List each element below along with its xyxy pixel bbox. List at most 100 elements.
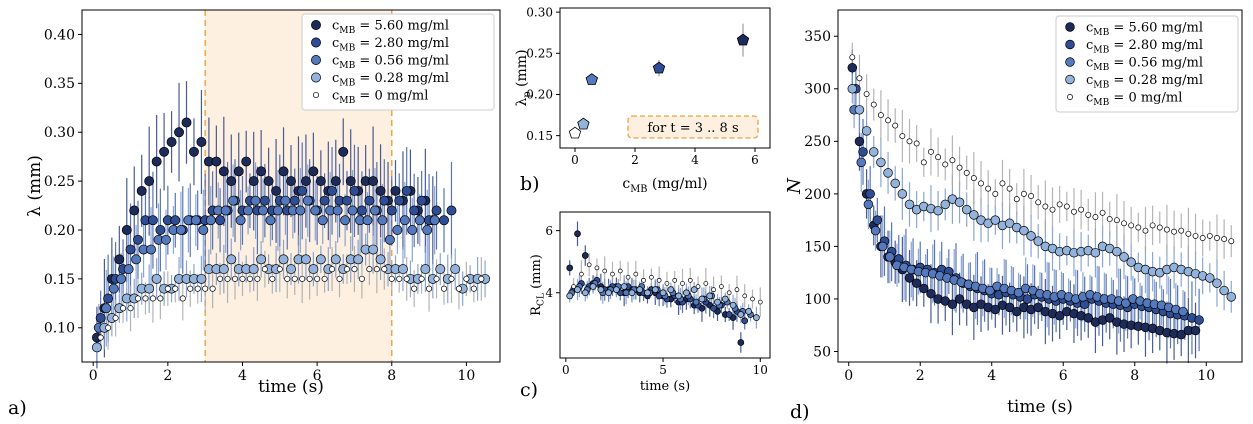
data-point xyxy=(586,262,592,268)
data-point xyxy=(174,127,184,138)
data-point xyxy=(636,286,644,294)
data-point xyxy=(1219,285,1229,296)
data-point xyxy=(849,54,856,61)
data-point xyxy=(105,324,112,331)
data-point xyxy=(261,266,268,273)
legend-label: cMB = 5.60 mg/ml xyxy=(1086,21,1203,39)
y-tick-label: 0.30 xyxy=(526,5,553,19)
data-point xyxy=(151,156,162,167)
data-point xyxy=(170,215,181,226)
data-point xyxy=(1121,298,1131,308)
legend-marker xyxy=(1065,74,1075,85)
plot-frame xyxy=(837,9,1243,363)
data-point xyxy=(935,154,942,161)
y-tick-label: 4 xyxy=(545,286,553,300)
y-tick-label: 0.40 xyxy=(44,27,75,43)
data-point xyxy=(125,244,136,255)
plot-frame xyxy=(81,9,501,363)
legend-marker xyxy=(312,91,320,99)
data-point xyxy=(218,264,229,275)
data-point xyxy=(1119,252,1129,262)
data-point xyxy=(877,112,884,119)
data-point xyxy=(256,254,267,265)
data-point xyxy=(310,205,321,216)
data-point xyxy=(1099,209,1106,216)
data-point xyxy=(890,178,900,189)
pentagon-marker xyxy=(568,126,582,139)
data-point xyxy=(194,285,201,292)
data-point xyxy=(969,210,979,220)
data-point xyxy=(198,225,209,235)
data-point xyxy=(407,225,418,235)
data-point xyxy=(963,169,970,176)
panel-d: 0 2 4 6 8 10 50 100 150 200 250 300 350 time (s) Nd) cM… xyxy=(784,9,1243,423)
data-point xyxy=(269,275,276,282)
data-point xyxy=(985,285,995,296)
data-point xyxy=(414,215,425,226)
data-point xyxy=(753,314,760,321)
data-point xyxy=(336,275,343,282)
data-point xyxy=(329,266,336,273)
legend-label: cMB = 0.28 mg/ml xyxy=(332,71,449,89)
data-point xyxy=(1199,235,1206,241)
data-point xyxy=(144,283,155,294)
data-point xyxy=(854,136,865,147)
data-point xyxy=(856,157,866,168)
data-point xyxy=(446,205,457,216)
data-point xyxy=(1042,203,1049,210)
panel-c: 0 5 10 4 6 time (s) RCL (mm) c) xyxy=(520,211,771,401)
data-point xyxy=(235,215,246,226)
y-tick-label: 250 xyxy=(804,134,831,150)
data-point xyxy=(883,168,893,178)
data-point xyxy=(211,156,222,167)
data-point xyxy=(299,275,306,282)
data-point xyxy=(215,215,226,226)
data-point xyxy=(317,215,328,226)
data-point xyxy=(947,299,958,309)
y-tick-label: 300 xyxy=(804,82,831,98)
data-point xyxy=(899,133,906,140)
data-point xyxy=(127,305,134,312)
y-tick-label: 0.30 xyxy=(44,125,75,141)
data-point xyxy=(847,84,858,94)
data-point xyxy=(381,266,388,273)
data-point xyxy=(1026,231,1036,241)
x-tick-label: 0 xyxy=(844,368,853,384)
y-tick-label: 6 xyxy=(545,224,553,238)
data-point xyxy=(1063,203,1070,210)
x-axis-label: time (s) xyxy=(258,377,324,397)
data-point xyxy=(602,268,608,274)
data-point xyxy=(1226,292,1237,302)
x-tick-label: 6 xyxy=(1059,368,1068,384)
data-point xyxy=(297,185,308,196)
data-point xyxy=(394,195,405,206)
data-point xyxy=(315,176,326,187)
legend-marker xyxy=(311,37,321,48)
data-point xyxy=(181,117,192,128)
data-point xyxy=(366,266,373,273)
data-point xyxy=(291,275,298,282)
data-point xyxy=(263,176,274,187)
data-point xyxy=(633,271,639,277)
data-point xyxy=(187,285,194,292)
data-point xyxy=(613,286,620,294)
legend-marker xyxy=(1065,39,1075,50)
panel-label: a) xyxy=(8,397,27,419)
data-point xyxy=(920,159,927,166)
data-point xyxy=(1205,273,1215,283)
y-axis-label: N xyxy=(784,177,805,195)
data-point xyxy=(258,205,268,216)
data-point xyxy=(358,275,365,282)
data-point xyxy=(276,266,283,273)
data-point xyxy=(280,195,291,206)
x-tick-label: 6 xyxy=(751,153,759,167)
data-point xyxy=(1221,236,1228,243)
data-point xyxy=(295,205,306,216)
data-point xyxy=(302,195,313,206)
pentagon-marker xyxy=(652,61,666,74)
data-point xyxy=(1033,236,1043,246)
data-point xyxy=(1176,329,1186,340)
legend-box xyxy=(1055,15,1239,113)
data-point xyxy=(651,286,659,294)
data-point xyxy=(854,105,865,115)
